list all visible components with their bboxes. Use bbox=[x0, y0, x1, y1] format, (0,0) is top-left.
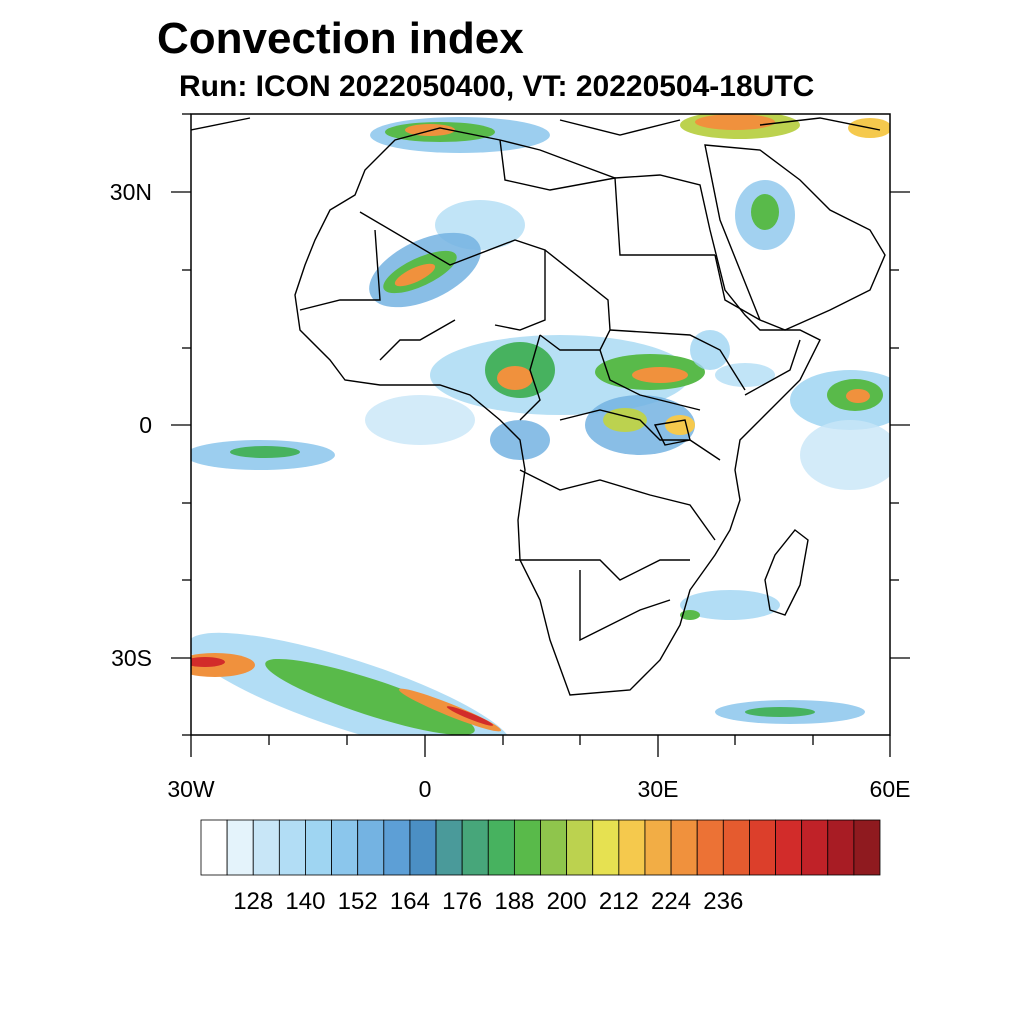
lat-label-30n: 30N bbox=[109, 179, 152, 205]
colorbar-swatch bbox=[540, 819, 568, 876]
colorbar-swatch bbox=[749, 819, 776, 876]
colorbar bbox=[200, 819, 881, 876]
colorbar-swatch bbox=[487, 819, 515, 876]
lon-label-30e: 30E bbox=[637, 776, 679, 802]
colorbar-tick-label: 128 bbox=[233, 888, 274, 915]
colorbar-swatch bbox=[722, 819, 750, 876]
colorbar-swatch bbox=[696, 819, 724, 876]
africa-coastline bbox=[294, 127, 821, 696]
colorbar-swatch bbox=[801, 819, 829, 876]
colorbar-tick-label: 164 bbox=[389, 888, 430, 915]
arabia-outline bbox=[704, 144, 886, 331]
colorbar-tick-label: 212 bbox=[598, 888, 639, 915]
colorbar-swatch bbox=[331, 819, 359, 876]
colorbar-swatch bbox=[200, 819, 228, 876]
chart-subtitle: Run: ICON 2022050400, VT: 20220504-18UTC bbox=[179, 70, 815, 103]
colorbar-swatch bbox=[357, 819, 385, 876]
lon-label-30w: 30W bbox=[167, 776, 215, 802]
chart-title: Convection index bbox=[157, 14, 524, 63]
country-borders bbox=[191, 117, 886, 696]
colorbar-swatch bbox=[853, 819, 881, 876]
colorbar-tick-label: 200 bbox=[546, 888, 587, 915]
colorbar-swatch bbox=[513, 819, 541, 876]
colorbar-swatch bbox=[775, 819, 803, 876]
colorbar-swatch bbox=[435, 819, 463, 876]
colorbar-tick-label: 140 bbox=[285, 888, 326, 915]
colorbar-swatch bbox=[670, 819, 698, 876]
colorbar-swatch bbox=[226, 819, 254, 876]
colorbar-swatch bbox=[409, 819, 437, 876]
colorbar-swatch bbox=[644, 819, 672, 876]
lat-label-30s: 30S bbox=[111, 645, 152, 671]
colorbar-swatch bbox=[618, 819, 646, 876]
colorbar-swatch bbox=[827, 819, 855, 876]
colorbar-tick-label: 224 bbox=[651, 888, 692, 915]
madagascar-outline bbox=[764, 529, 809, 616]
colorbar-swatch bbox=[592, 819, 620, 876]
colorbar-swatch bbox=[278, 819, 306, 876]
lon-label-0: 0 bbox=[418, 776, 432, 802]
lat-label-0: 0 bbox=[139, 412, 152, 438]
axis-ticks bbox=[171, 113, 910, 757]
lon-label-60e: 60E bbox=[869, 776, 911, 802]
colorbar-tick-label: 176 bbox=[442, 888, 483, 915]
colorbar-swatch bbox=[252, 819, 280, 876]
colorbar-swatch bbox=[566, 819, 594, 876]
colorbar-tick-label: 152 bbox=[337, 888, 378, 915]
colorbar-swatch bbox=[461, 819, 489, 876]
colorbar-swatch bbox=[305, 819, 332, 876]
colorbar-tick-label: 188 bbox=[494, 888, 535, 915]
colorbar-tick-label: 236 bbox=[703, 888, 744, 915]
colorbar-swatch bbox=[383, 819, 411, 876]
lake-victoria bbox=[653, 419, 691, 446]
